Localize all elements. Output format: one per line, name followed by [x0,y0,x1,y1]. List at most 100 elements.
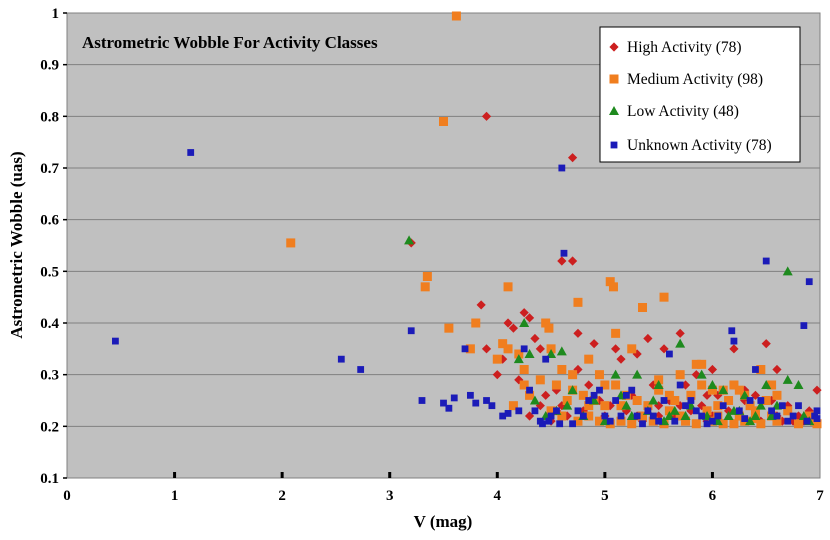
medium-activity-point [697,380,707,390]
low-activity-point [632,369,643,379]
medium-activity-point [756,419,766,429]
medium-activity-point [643,401,653,411]
medium-activity-point [729,380,739,390]
medium-activity-point [519,365,529,374]
unknown-activity-point [579,412,587,420]
medium-activity-point [686,390,696,400]
x-axis-label: V (mag) [414,512,473,531]
legend-marker-high [609,42,619,52]
medium-activity-point [681,416,691,426]
medium-activity-point [638,303,648,312]
medium-activity-point [568,370,578,380]
medium-activity-point [594,370,604,380]
unknown-activity-point [483,397,490,404]
unknown-activity-point [800,322,808,329]
medium-activity-point [584,411,594,421]
medium-activity-point [734,385,744,395]
high-activity-point [589,339,599,349]
unknown-activity-point [687,397,695,404]
unknown-activity-point [757,397,765,404]
low-activity-point [556,346,567,356]
low-activity-point [755,400,766,410]
high-activity-point [702,390,712,400]
medium-activity-point [508,401,518,411]
high-activity-point [567,153,578,163]
unknown-activity-point [450,394,458,402]
medium-activity-point [713,401,723,411]
unknown-activity-point [762,257,770,265]
legend-markers [609,42,619,149]
low-activity-point [798,411,809,420]
unknown-activity-point [357,366,365,373]
high-activity-point [503,318,513,328]
medium-activity-point [654,375,664,385]
low-activity-point [723,411,734,420]
unknown-activity-point [606,417,614,425]
unknown-activity-point [547,412,555,420]
medium-activity-point [638,411,648,421]
low-activity-point [546,349,557,358]
medium-activity-point [600,401,610,411]
low-activity-point [610,369,621,379]
y-tick-label: 0.6 [40,213,59,229]
medium-activity-point [756,365,766,374]
unknown-activity-point [585,397,593,404]
x-tick-label: 6 [709,488,717,504]
x-axis-ticks: 0 1 2 3 4 5 6 7 [63,472,824,504]
medium-activity-point [600,380,610,390]
medium-activity-point [761,396,771,405]
high-activity-point [557,401,567,411]
y-tick-label: 0.7 [40,161,59,177]
unknown-activity-point [596,386,603,394]
unknown-activity-point [440,399,447,407]
unknown-activity-point [728,327,736,335]
unknown-activity-point [556,420,564,428]
low-activity-point [739,390,750,400]
high-activity-point [524,411,535,421]
medium-activity-point [546,406,556,416]
low-activity-point [519,318,530,327]
low-activity-point [782,374,793,384]
unknown-activity-point [539,420,546,428]
unknown-activity-point [671,417,679,425]
unknown-activity-point [730,337,738,345]
medium-activity-point [804,411,814,421]
y-axis-label: Astrometric Wobble (uas) [7,151,26,338]
high-activity-point [567,256,578,266]
medium-activity-point [503,344,513,354]
medium-activity-point [654,385,664,395]
unknown-activity-point [789,412,797,420]
medium-activity-point [544,323,554,333]
low-activity-point [718,385,729,395]
low-activity-point [707,380,718,389]
unknown-activity-point [472,399,480,407]
medium-activity-point [729,419,739,429]
high-activity-point [761,339,771,349]
unknown-activity-point [703,420,711,428]
medium-activity-point [420,282,430,292]
high-activity-point [713,390,723,400]
unknown-activity-point [813,407,821,415]
unknown-activity-point [628,386,636,394]
medium-activity-point [611,380,621,390]
unknown-activity-point [520,345,528,353]
legend-entry-low: Low Activity (48) [627,103,739,120]
y-tick-label: 0.8 [40,109,59,125]
medium-activity-point [648,416,658,426]
low-activity-point [782,266,793,276]
y-tick-label: 0.9 [40,58,59,74]
medium-activity-point [519,380,529,390]
low-activity-point [524,349,535,358]
y-axis-ticks: 0.1 0.2 0.3 0.4 0.5 0.6 0.7 0.8 0.9 1 [40,6,67,487]
medium-activity-point [551,380,561,390]
unknown-activity-point [752,366,759,373]
unknown-activity-point [768,407,775,415]
chart-title: Astrometric Wobble For Activity Classes [82,33,378,52]
low-activity-point [793,380,804,389]
unknown-activity-point [337,355,345,363]
low-activity-point [750,411,761,420]
unknown-activity-point [612,397,620,404]
unknown-activity-point [601,412,609,420]
unknown-activity-point [558,164,566,172]
high-activity-point [557,256,567,266]
